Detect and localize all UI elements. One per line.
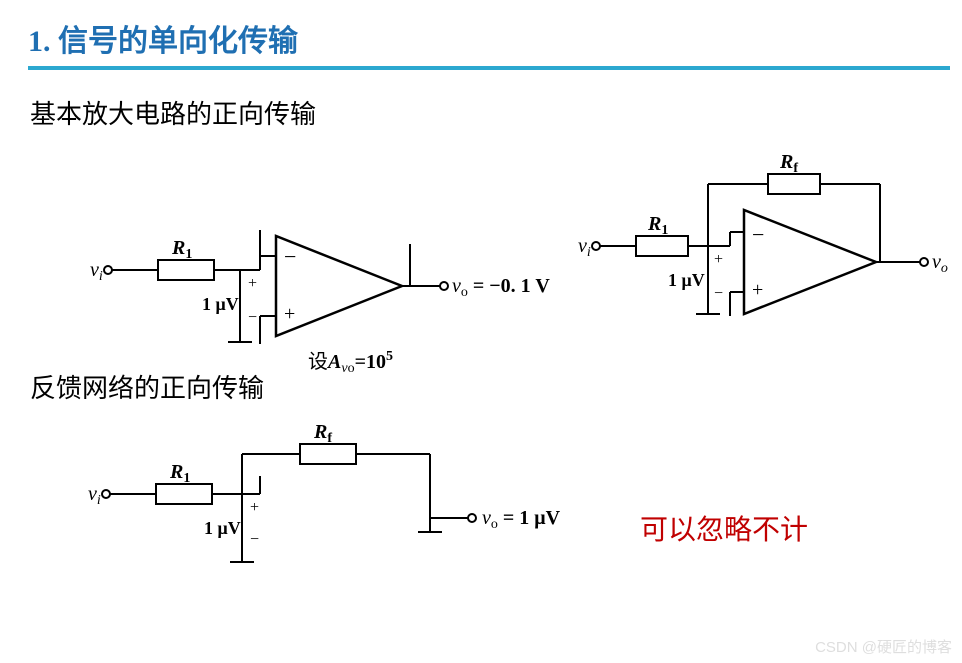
c3-plus: + <box>250 499 259 516</box>
c2-opamp-minus: − <box>752 222 764 247</box>
c2-vi-label: vi <box>578 235 591 260</box>
c2-minus: − <box>714 285 723 302</box>
title-underline <box>28 66 950 70</box>
circuit3-feedback-network: vi R1 Rf + − 1 μV vo = 1 μV <box>90 414 530 604</box>
c1-gain-label: 设Avo=105 <box>308 349 393 376</box>
c2-plus: + <box>714 251 723 268</box>
c2-rf-label: Rf <box>779 151 798 176</box>
c3-rf-label: Rf <box>313 421 332 446</box>
c3-r1-label: R1 <box>169 461 190 486</box>
c3-vo-label: vo = 1 μV <box>482 507 561 532</box>
watermark: CSDN @硬匠的博客 <box>815 636 952 657</box>
page-title: 1. 信号的单向化传输 <box>0 0 962 66</box>
c2-vo-label: vo <box>932 251 948 276</box>
c1-vsrc-value: 1 μV <box>202 294 239 314</box>
c2-opamp-plus: + <box>752 279 763 301</box>
c3-vsrc-value: 1 μV <box>204 518 241 538</box>
section2-heading: 反馈网络的正向传输 <box>30 368 264 405</box>
c2-vsrc-value: 1 μV <box>668 270 705 290</box>
c1-vo-label: vo = −0. 1 V <box>452 275 550 300</box>
c1-vi-label: vi <box>90 259 103 284</box>
c3-minus: − <box>250 531 259 548</box>
section1-heading: 基本放大电路的正向传输 <box>30 94 316 131</box>
c1-opamp-plus: + <box>284 303 295 325</box>
circuit2-opamp-feedback: vi R1 Rf + − 1 μV − + vo <box>580 154 960 354</box>
c1-r1-label: R1 <box>171 237 192 262</box>
note-negligible: 可以忽略不计 <box>640 508 808 548</box>
c1-minus: − <box>248 309 257 326</box>
c1-opamp-minus: − <box>284 244 296 269</box>
c3-vi-label: vi <box>88 483 101 508</box>
c2-r1-label: R1 <box>647 213 668 238</box>
c1-plus: + <box>248 275 257 292</box>
